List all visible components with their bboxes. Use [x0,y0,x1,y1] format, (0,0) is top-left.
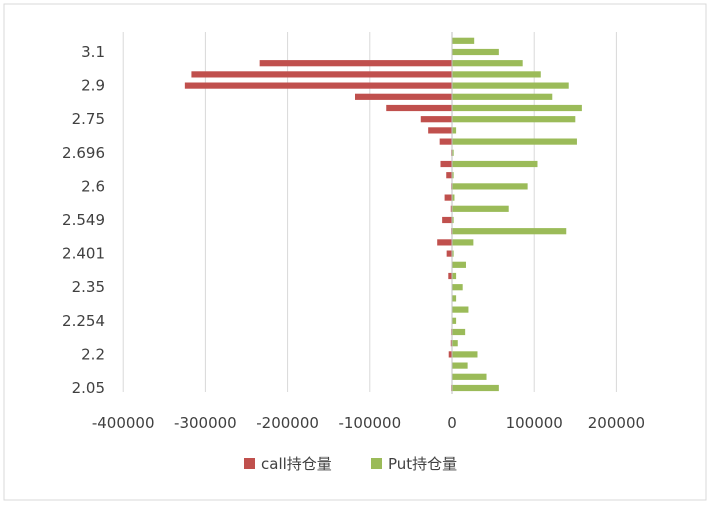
x-tick-label: -100000 [338,414,401,432]
call-bar [444,194,452,201]
call-bar [259,60,452,67]
put-bar [452,149,454,156]
legend-swatch [244,458,255,469]
put-bar [452,306,469,313]
put-bar [452,172,454,179]
call-bar [440,160,452,168]
call-bar [446,172,452,179]
put-bar [452,194,455,201]
put-bar [452,239,474,246]
call-bar [184,82,452,89]
y-tick-label: 2.75 [72,110,105,128]
gridlines [122,32,617,392]
legend-label: Put持仓量 [388,455,457,473]
put-bar [452,351,478,358]
y-tick-label: 3.1 [81,43,105,61]
put-bar [452,104,582,112]
call-bar [446,250,452,257]
call-bar [442,216,452,224]
x-tick-label: 0 [447,414,457,432]
put-bar [452,340,458,347]
call-bar [420,116,452,123]
bars [184,37,582,392]
legend: call持仓量 Put持仓量 [244,455,457,473]
put-bar [452,93,553,100]
call-bar [191,71,452,78]
put-bar [452,82,569,89]
y-tick-label: 2.2 [81,345,105,363]
put-bar [452,205,509,212]
put-bar [452,250,454,257]
put-bar [452,362,468,369]
call-bar [450,340,452,347]
put-bar [452,261,466,268]
y-tick-label: 2.401 [62,245,105,263]
x-tick-label: -300000 [174,414,237,432]
y-tick-label: 2.35 [72,278,105,296]
call-bar [448,272,452,280]
x-tick-label: 200000 [588,414,645,432]
put-bar [452,317,457,324]
put-bar [452,71,541,78]
axes: -400000 -300000 -200000 -100000 0 100000 20000… [62,32,645,432]
call-bar [439,138,452,145]
y-tick-label: 2.254 [62,312,105,330]
call-bar [437,239,452,246]
put-bar [452,295,457,302]
y-tick-label: 2.6 [81,177,105,195]
put-bar [452,284,463,291]
x-tick-label: -200000 [256,414,319,432]
put-bar [452,60,523,67]
legend-label: call持仓量 [261,455,332,473]
put-bar [452,183,528,190]
y-tick-label: 2.696 [62,144,105,162]
y-tick-label: 2.9 [81,77,105,95]
put-bar [452,228,567,235]
call-bar [448,351,452,358]
put-bar [452,37,475,44]
call-bar [386,104,452,112]
put-bar [452,216,454,224]
legend-swatch [371,458,382,469]
put-bar [452,138,577,145]
call-bar [355,93,452,100]
x-tick-label: 100000 [506,414,563,432]
put-bar [452,116,576,123]
put-bar [452,272,457,280]
y-tick-label: 2.549 [62,211,105,229]
put-bar [452,373,487,380]
put-bar [452,328,466,336]
call-bar [428,127,452,134]
x-tick-label: -400000 [92,414,155,432]
y-tick-label: 2.05 [72,379,105,397]
put-bar [452,160,538,168]
put-bar [452,127,457,134]
call-bar [450,205,452,212]
put-bar [452,384,499,392]
put-bar [452,48,499,56]
